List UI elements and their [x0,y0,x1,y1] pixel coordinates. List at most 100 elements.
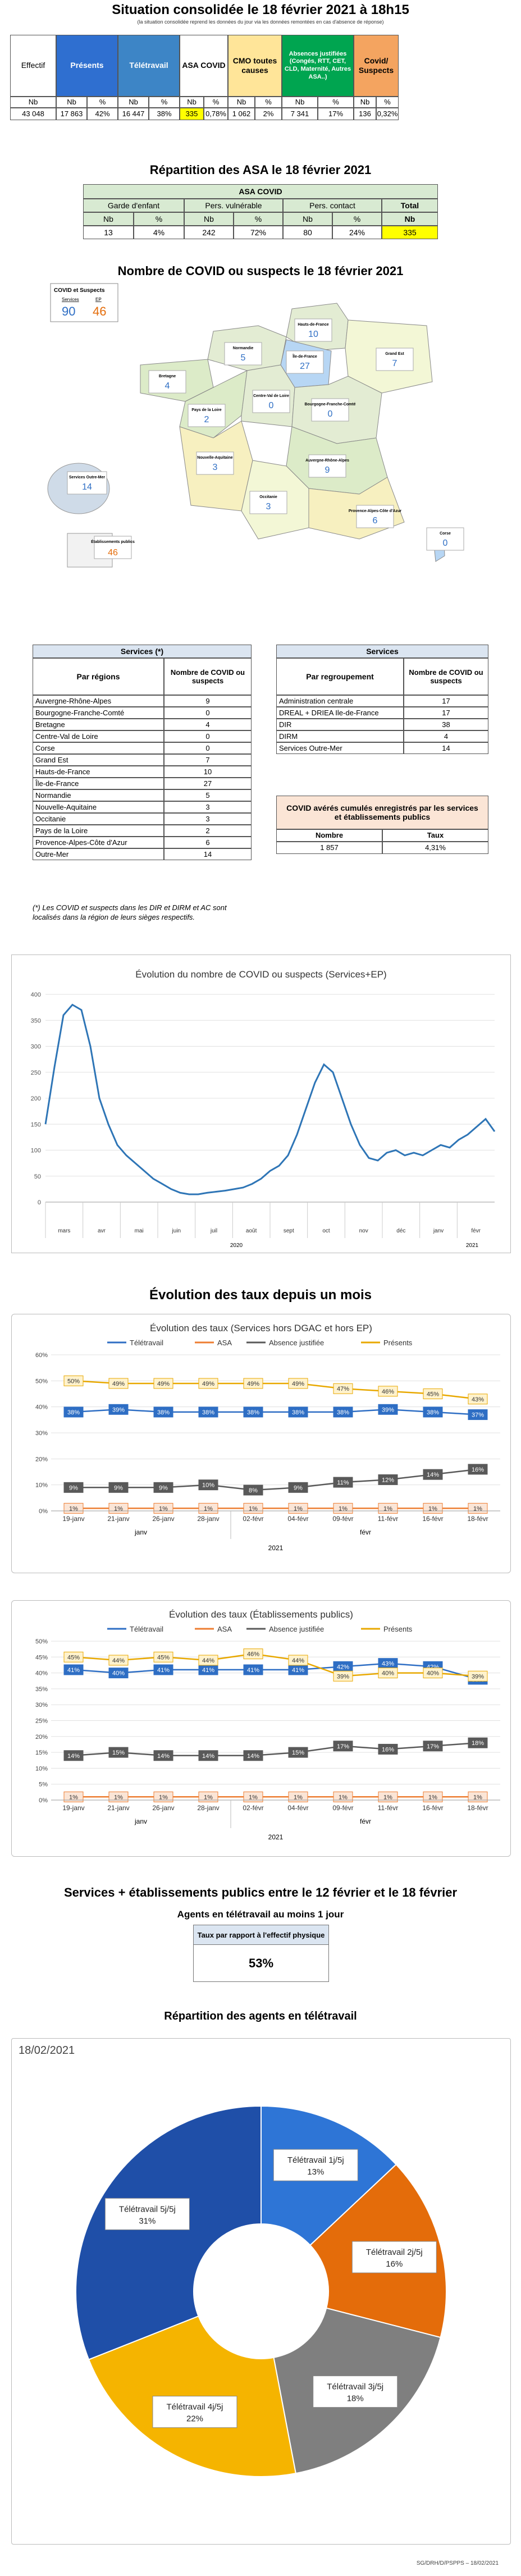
chart2-data-label: 38% [288,1406,308,1418]
svc-region-name: Normandie [33,789,164,801]
chart3-ytick: 20% [35,1734,48,1741]
svg-text:1%: 1% [339,1505,348,1512]
summary-value: 1 062 [228,108,255,120]
svg-text:27: 27 [300,362,310,371]
chart1-month-label: août [246,1228,257,1234]
asa-sub: Nb [184,212,234,226]
svg-text:Île-de-France: Île-de-France [292,354,317,359]
chart2-data-label: 1% [108,1502,129,1514]
svc-region-row: Centre-Val de Loire 0 [33,730,252,742]
svg-text:1%: 1% [428,1794,437,1801]
map-label-10: Occitanie 3 [249,491,287,514]
chart2-xtick: 16-févr [422,1515,443,1523]
svg-text:40%: 40% [112,1670,125,1677]
donut-chart: 18/02/2021 Télétravail 1j/5j 13% Télétrava… [11,2038,511,2545]
chart1-month-label: janv [433,1228,444,1234]
section-taux-title: Évolution des taux depuis un mois [149,1287,372,1303]
svc-group-title: Services [276,645,488,658]
asa-sub: Nb [382,212,438,226]
svc-group-value: 14 [404,742,488,754]
svg-text:Centre-Val de Loire: Centre-Val de Loire [253,394,289,398]
asa-table-title: ASA COVID [83,184,438,199]
svc-region-value: 0 [164,730,252,742]
chart2-month: janv [134,1528,147,1536]
asa-group: Garde d'enfant [83,199,184,212]
svg-text:1%: 1% [114,1505,123,1512]
donut-label: Télétravail 4j/5j 22% [152,2396,237,2428]
svg-text:0: 0 [269,401,274,410]
services-by-group-table: Services Par regroupement Nombre de COVID … [276,645,488,754]
chart2-data-label: 8% [243,1485,263,1496]
chart2-ytick: 50% [35,1378,48,1385]
summary-value: 42% [87,108,118,120]
svc-region-value: 0 [164,742,252,754]
svg-text:3: 3 [266,502,271,511]
chart3-series-line [73,1742,478,1757]
chart2-ytick: 30% [35,1430,48,1437]
svc-region-value: 4 [164,719,252,730]
map-label-1: Normandie 5 [224,342,262,366]
svg-text:38%: 38% [67,1409,80,1416]
chart3-data-label: 15% [108,1747,129,1758]
map-label-5: Pays de la Loire 2 [188,404,226,427]
chart2-data-label: 39% [378,1404,398,1415]
svg-text:Normandie: Normandie [233,346,254,350]
chart1-ytick: 100 [31,1148,41,1154]
asa-value: 72% [234,226,283,239]
chart3-data-label: 14% [153,1750,173,1761]
chart2-data-label: 10% [198,1479,218,1491]
svg-text:46%: 46% [247,1651,259,1658]
chart2-data-label: 49% [288,1378,308,1389]
chart2-data-label: 39% [108,1404,129,1415]
chart2-data-label: 38% [423,1406,443,1418]
chart3-data-label: 39% [333,1670,353,1682]
chart2-data-label: 38% [63,1406,84,1418]
svg-text:18%: 18% [347,2394,364,2404]
chart1-ytick: 200 [31,1095,41,1102]
chart1-title: Évolution du nombre de COVID ou suspects… [135,969,386,980]
summary-subheader-row: Nb Nb% Nb% Nb% Nb% Nb% Nb% [10,97,511,108]
chart2-data-label: 47% [333,1383,353,1394]
svc-region-row: Pays de la Loire 2 [33,825,252,837]
summary-subheader: Nb [180,97,204,108]
svg-text:1%: 1% [69,1505,78,1512]
summary-subheader: % [87,97,118,108]
chart1-month-label: sept [284,1228,294,1234]
chart2-xtick: 02-févr [243,1515,263,1523]
period-title: Services + établissements publics entre … [63,1885,458,1899]
ep-box: Établissements publics 46 [67,533,135,568]
chart3-data-label: 41% [198,1664,218,1675]
svg-text:39%: 39% [382,1406,394,1413]
chart2-series-line [73,1409,478,1415]
svc-region-value: 7 [164,754,252,766]
summary-value: 2% [255,108,282,120]
svg-text:Occitanie: Occitanie [259,495,277,499]
svg-text:50%: 50% [67,1378,80,1385]
chart3-xtick: 19-janv [62,1804,84,1812]
svc-group-name: DIRM [276,730,404,742]
svg-text:46: 46 [93,304,106,318]
donut-label: Télétravail 2j/5j 16% [351,2241,437,2273]
chart3-xtick: 21-janv [107,1804,129,1812]
chart3-data-label: 41% [243,1664,263,1675]
chart2-ytick: 10% [35,1482,48,1489]
svc-region-row: Auvergne-Rhône-Alpes 9 [33,695,252,707]
summary-header-2: Télétravail [118,35,180,97]
chart3-data-label: 14% [243,1750,263,1761]
svc-region-name: Île-de-France [33,778,164,789]
chart3-data-label: 44% [108,1655,129,1666]
svg-text:8%: 8% [249,1487,258,1494]
svc-region-name: Bretagne [33,719,164,730]
summary-subheader: Nb [282,97,318,108]
outre-mer-box: Services Outre-Mer 14 [47,463,110,514]
svg-text:Bourgogne-Franche-Comté: Bourgogne-Franche-Comté [305,403,356,407]
svc-region-row: Hauts-de-France 10 [33,766,252,778]
chart3-ytick: 5% [39,1782,48,1788]
chart3-series-line [73,1662,478,1680]
chart3-data-label: 41% [288,1664,308,1675]
svc-group-row: DIR 38 [276,719,488,730]
svg-text:46%: 46% [382,1389,394,1395]
svc-region-name: Nouvelle-Aquitaine [33,801,164,813]
chart1-year: 2020 [230,1243,243,1249]
svg-text:45%: 45% [67,1654,80,1661]
